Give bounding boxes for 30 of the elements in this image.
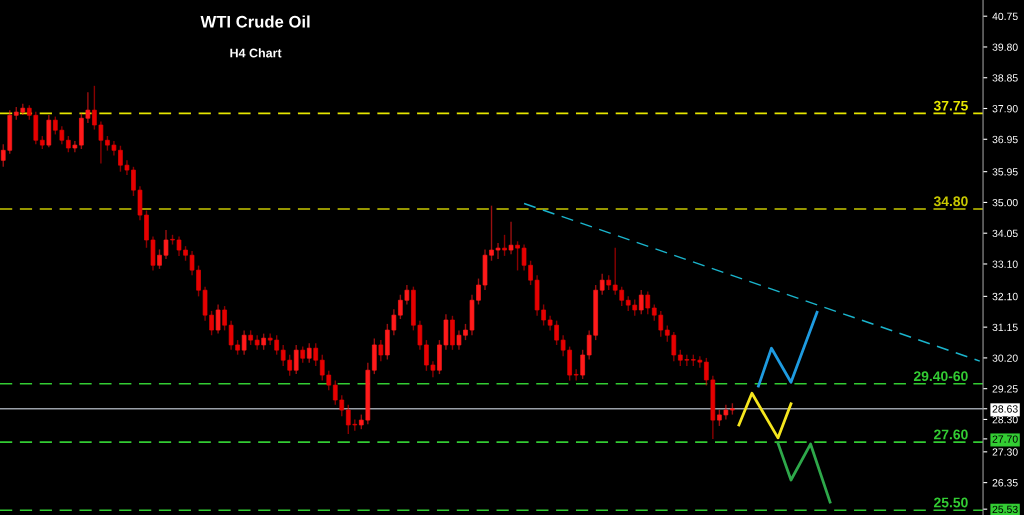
y-tick-label: 27.30 [992, 448, 1018, 456]
ref-line-label: 37.75 [933, 100, 968, 111]
y-tick-label: 25.53 [992, 505, 1018, 514]
candlestick [573, 368, 579, 382]
text: WTI Crude Oil [200, 15, 310, 28]
y-tick-label: 37.90 [992, 105, 1018, 113]
y-tick-label: 35.95 [992, 168, 1018, 176]
y-tick-label: 39.80 [992, 43, 1018, 51]
y-tick-label: 33.10 [992, 260, 1018, 268]
y-tick-label: 30.20 [992, 354, 1018, 362]
text: H4 Chart [230, 48, 282, 58]
y-tick-label: 29.25 [992, 385, 1018, 393]
line-series [737, 391, 793, 440]
ref-line-label: 34.80 [933, 196, 968, 207]
y-tick-label: 28.30 [992, 415, 1018, 424]
y-tick-label: 36.95 [992, 135, 1018, 144]
y-tick-label: 26.35 [992, 479, 1018, 487]
y-tick-label: 32.10 [992, 292, 1018, 301]
y-tick-label: 38.85 [992, 74, 1018, 82]
ref-line-label: 27.60 [934, 429, 968, 440]
ref-line-label: 29.40-60 [913, 371, 968, 382]
y-tick-label: 27.70 [992, 435, 1018, 443]
ref-line-label: 25.50 [934, 497, 968, 508]
y-tick-label: 40.75 [992, 12, 1018, 21]
line-series [776, 441, 832, 504]
y-tick-label: 31.15 [992, 323, 1018, 332]
y-tick-label: 35.00 [992, 198, 1018, 207]
y-tick-label: 28.63 [992, 405, 1018, 413]
y-tick-label: 34.05 [992, 229, 1018, 238]
line-series [757, 310, 819, 388]
